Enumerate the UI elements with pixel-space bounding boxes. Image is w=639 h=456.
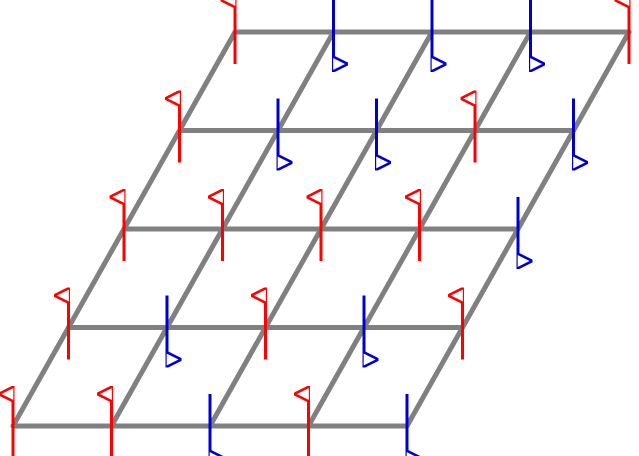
spin-arrows — [13, 0, 629, 456]
